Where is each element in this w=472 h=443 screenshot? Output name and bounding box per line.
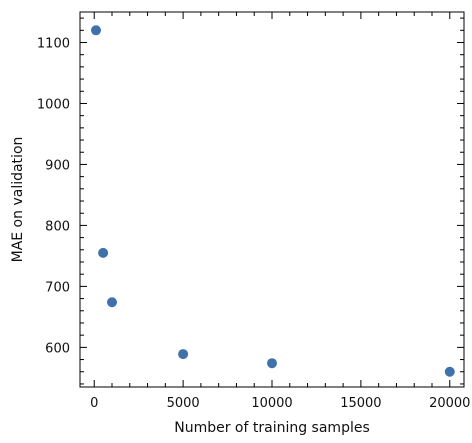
- x-tick-label: 10000: [251, 396, 292, 411]
- x-axis-label: Number of training samples: [174, 420, 370, 436]
- x-tick-label: 15000: [340, 396, 381, 411]
- y-tick-label: 600: [45, 341, 70, 356]
- y-axis-label: MAE on validation: [10, 137, 26, 263]
- y-tick-label: 1100: [37, 36, 70, 51]
- y-tick-label: 900: [45, 158, 70, 173]
- data-point: [91, 25, 101, 36]
- data-point: [178, 349, 189, 360]
- data-point: [98, 247, 109, 258]
- data-point: [444, 366, 455, 377]
- y-tick-label: 700: [45, 280, 70, 295]
- data-points: [91, 25, 455, 377]
- plot-border: [79, 11, 465, 388]
- data-point: [267, 358, 277, 369]
- y-axis-ticks: 600 700 800 900 1000 1100: [37, 36, 464, 356]
- x-tick-label: 0: [90, 396, 98, 411]
- x-axis-ticks: 0 5000 10000 15000 20000: [90, 12, 470, 411]
- minor-ticks: [80, 12, 464, 387]
- x-tick-label: 20000: [429, 396, 470, 411]
- y-tick-label: 800: [45, 219, 70, 234]
- x-tick-label: 5000: [167, 396, 200, 411]
- data-point: [107, 297, 117, 308]
- plot-frame: [79, 11, 465, 388]
- y-tick-label: 1000: [37, 97, 70, 112]
